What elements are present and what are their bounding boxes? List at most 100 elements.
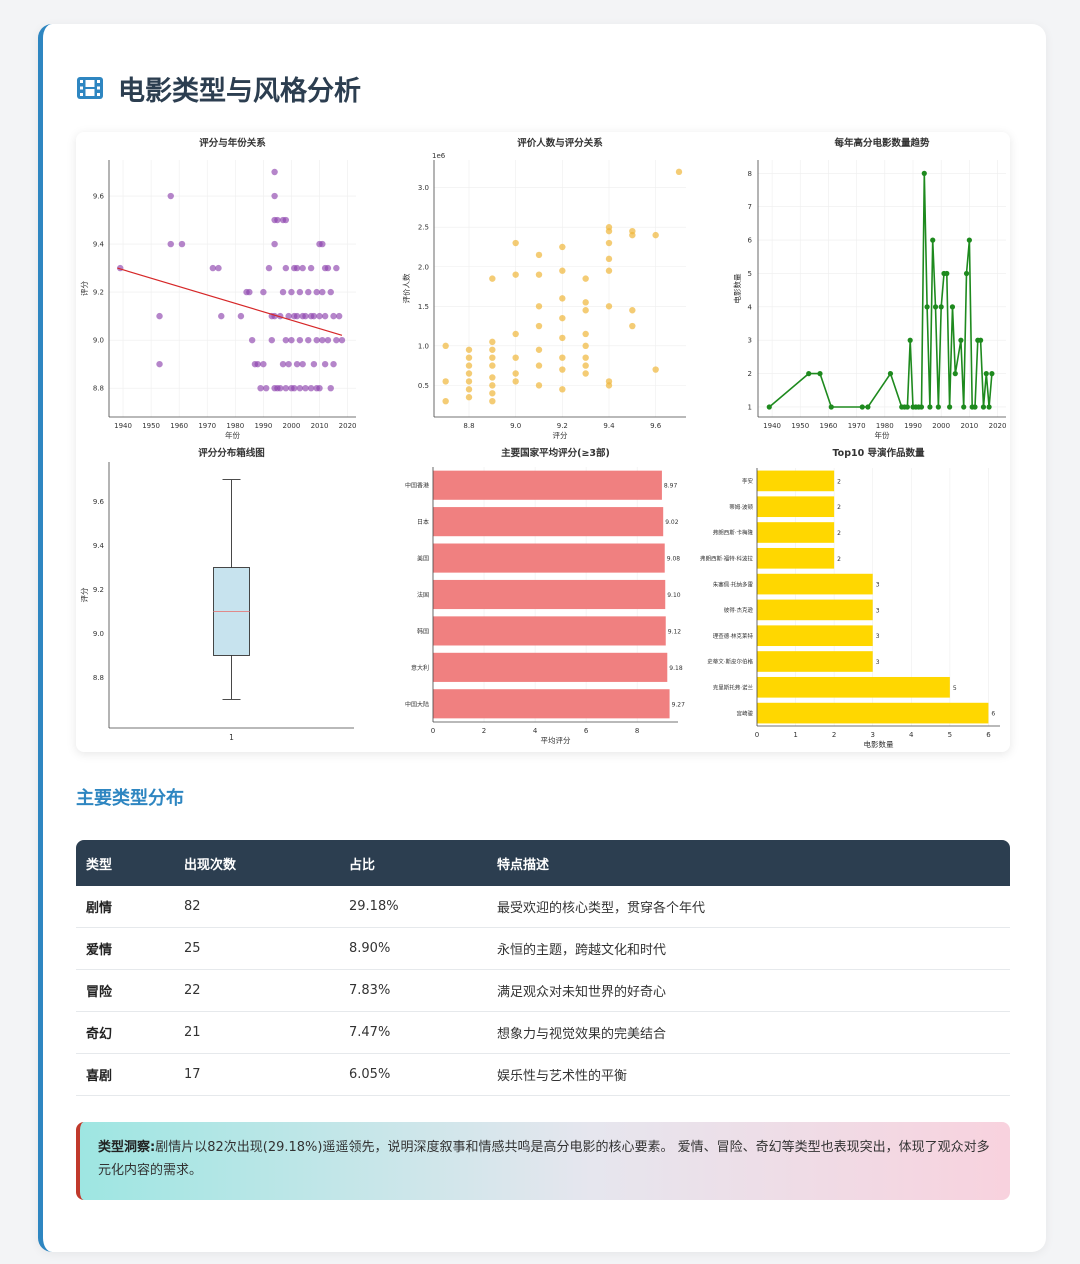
bar-value-label: 3 [876, 633, 880, 640]
x-tick-label: 1980 [876, 422, 894, 430]
chart-title: 主要国家平均评分(≥3部) [501, 447, 610, 459]
cell-ratio: 7.47% [349, 1025, 391, 1040]
x-tick-label: 2020 [339, 422, 357, 430]
scatter-point [465, 394, 473, 401]
cell-ratio: 29.18% [349, 899, 399, 914]
scatter-point [156, 360, 163, 368]
line-point [859, 404, 865, 410]
scatter-point [489, 382, 496, 389]
scatter-point [582, 299, 589, 306]
scatter-point [254, 360, 261, 368]
x-tick-label: 1940 [114, 422, 132, 430]
charts-panel: 评分与年份关系 1940 1950 1960 1970 1980 1990 2000 2010 2… [76, 132, 1010, 752]
chart-title: 评价人数与评分关系 [517, 137, 603, 149]
insight-text: 剧情片以82次出现(29.18%)遥遥领先，说明深度叙事和情感共鸣是高分电影的核… [98, 1140, 990, 1178]
y-tick-label: 彼得·杰克逊 [724, 606, 754, 614]
scatter-point [307, 384, 315, 392]
x-tick-label: 2 [482, 727, 486, 735]
bar-value-label: 9.27 [672, 701, 686, 708]
scatter-point [321, 312, 329, 320]
scatter-point [629, 322, 636, 330]
scatter-point [302, 384, 309, 392]
country-bar [433, 689, 670, 719]
scatter-point [293, 312, 301, 320]
scatter-point [489, 397, 496, 405]
scatter-point [629, 227, 636, 235]
scatter-point [268, 336, 275, 344]
scatter-point [319, 288, 326, 296]
scatter-point [271, 240, 278, 248]
y-tick-label: 9.2 [93, 586, 104, 594]
x-tick-label: 4 [533, 727, 538, 735]
scatter-point [512, 330, 519, 338]
y-axis-label: 评分 [80, 281, 89, 296]
x-tick-label: 2010 [311, 422, 329, 430]
bar-value-label: 2 [837, 556, 841, 563]
scatter-point [299, 360, 306, 368]
y-axis-label: 评分 [80, 587, 89, 602]
scatter-point [489, 374, 496, 381]
line-point [947, 404, 953, 410]
table-row: 奇幻 21 7.47% 想象力与视觉效果的完美结合 [76, 1012, 1010, 1054]
scatter-point [178, 240, 186, 248]
scatter-point [265, 264, 273, 272]
director-bar [757, 547, 835, 569]
table-row: 爱情 25 8.90% 永恒的主题，跨越文化和时代 [76, 928, 1010, 970]
scatter-point [582, 342, 589, 350]
director-bar [757, 676, 950, 698]
scatter-point [209, 264, 217, 272]
section-title: 主要类型分布 [76, 788, 184, 809]
y-tick-label: 克里斯托弗·诺兰 [713, 684, 754, 692]
scatter-point [330, 360, 337, 368]
director-bar [757, 625, 873, 647]
y-tick-label: 9.6 [93, 193, 105, 201]
scatter-point [629, 307, 636, 314]
x-tick-label: 9.2 [557, 422, 568, 430]
y-tick-label: 0.5 [418, 382, 429, 390]
y-tick-label: 9.2 [93, 289, 104, 297]
scatter-point [330, 312, 337, 320]
scatter-point [559, 386, 566, 393]
scatter-point [512, 378, 519, 385]
x-tick-label: 3 [870, 731, 874, 739]
scatter-point [271, 192, 278, 200]
trend-series-line [768, 173, 993, 408]
x-tick-label: 0 [431, 727, 435, 735]
scatter-point [313, 288, 320, 296]
scatter-point [274, 216, 281, 224]
scatter-point [559, 354, 566, 361]
bar-value-label: 9.10 [667, 592, 681, 599]
scatter-point [310, 312, 318, 320]
country-bar [433, 652, 668, 682]
scatter-point [293, 264, 301, 272]
bar-value-label: 9.12 [668, 628, 682, 635]
scatter-point [324, 336, 332, 344]
line-point [972, 404, 978, 410]
cell-desc: 满足观众对未知世界的好奇心 [497, 985, 667, 1000]
scatter-point [327, 288, 334, 296]
bar-value-label: 9.02 [665, 519, 679, 526]
scatter-point [605, 267, 613, 274]
bar-value-label: 9.18 [669, 665, 683, 672]
y-tick-label: 意大利 [411, 664, 429, 672]
x-tick-label: 2 [832, 731, 836, 739]
scatter-point [288, 336, 295, 344]
cell-genre: 剧情 [86, 901, 113, 916]
scatter-point [535, 303, 543, 310]
scatter-point [237, 312, 245, 320]
scatter-point [296, 336, 304, 344]
x-tick-label: 1980 [226, 422, 244, 430]
cell-desc: 娱乐性与艺术性的平衡 [497, 1069, 628, 1084]
line-point [938, 304, 944, 310]
x-axis-label: 年份 [875, 430, 890, 440]
country-bar [433, 507, 664, 537]
scatter-point [307, 264, 315, 272]
x-tick-label: 1990 [254, 422, 272, 430]
x-tick-label: 9.4 [603, 422, 615, 430]
scatter-point [257, 384, 264, 392]
line-point [907, 337, 913, 343]
line-point [980, 404, 987, 410]
scatter-point [605, 378, 613, 385]
cell-genre: 冒险 [86, 985, 113, 1000]
y-tick-label: 2.5 [418, 224, 429, 232]
